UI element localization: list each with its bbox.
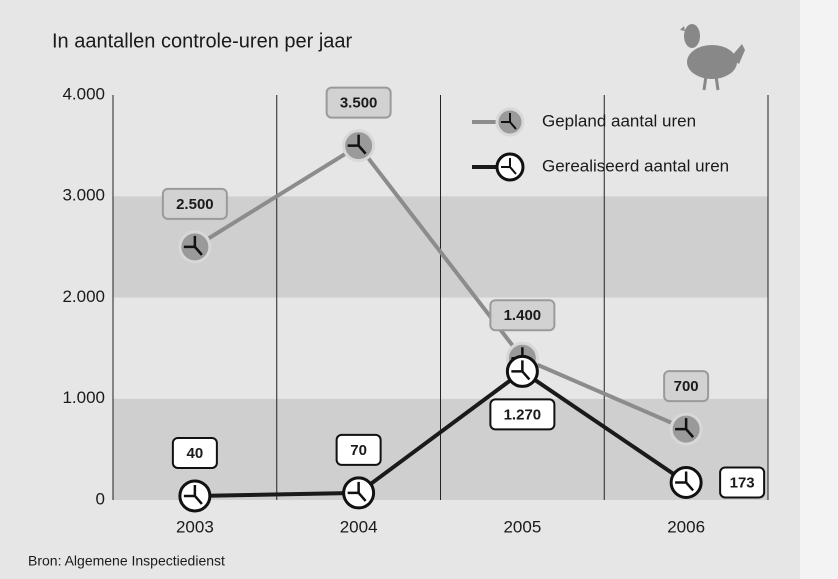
value-label: 1.400 xyxy=(504,307,542,324)
marker xyxy=(342,129,376,163)
value-label-box xyxy=(171,436,218,469)
y-tick-label: 0 xyxy=(96,489,105,508)
value-label: 40 xyxy=(187,445,204,462)
legend-hands xyxy=(501,158,517,175)
legend-label: Gerealiseerd aantal uren xyxy=(542,156,729,175)
value-label: 173 xyxy=(730,474,755,491)
clock-hands xyxy=(511,360,531,381)
value-label: 3.500 xyxy=(340,95,378,112)
clock-hands xyxy=(183,484,203,505)
value-label: 2.500 xyxy=(176,196,214,213)
legend-hands xyxy=(501,113,517,130)
marker xyxy=(342,476,376,510)
value-label-box xyxy=(325,86,392,119)
value-label-box xyxy=(489,398,556,431)
x-tick-label: 2004 xyxy=(340,517,378,536)
series-line xyxy=(194,368,688,498)
clock-hands xyxy=(347,481,367,502)
y-tick-label: 4.000 xyxy=(62,84,105,103)
value-label-box xyxy=(719,466,766,499)
marker xyxy=(669,412,703,446)
legend-label: Gepland aantal uren xyxy=(542,111,696,130)
marker xyxy=(178,230,212,264)
clock-hands xyxy=(183,235,203,256)
value-label-box xyxy=(489,299,556,332)
marker xyxy=(505,354,539,388)
y-tick-label: 1.000 xyxy=(62,388,105,407)
value-label: 70 xyxy=(350,442,367,459)
x-tick-label: 2003 xyxy=(176,517,214,536)
value-label-box xyxy=(161,187,228,220)
y-tick-label: 2.000 xyxy=(62,287,105,306)
marker xyxy=(669,465,703,499)
clock-hands xyxy=(675,418,695,438)
y-tick-label: 3.000 xyxy=(62,186,105,205)
source: Bron: Algemene Inspectiedienst xyxy=(28,553,225,569)
value-label-box xyxy=(335,433,382,466)
x-tick-label: 2005 xyxy=(503,517,541,536)
value-label: 700 xyxy=(674,378,699,395)
x-tick-label: 2006 xyxy=(667,517,705,536)
chart-title: In aantallen controle-uren per jaar xyxy=(52,30,353,52)
clock-hands xyxy=(347,134,367,155)
marker xyxy=(178,479,212,513)
chicken-icon xyxy=(680,24,745,91)
value-label: 1.270 xyxy=(504,406,542,423)
value-label-box xyxy=(663,370,710,403)
series-line xyxy=(193,142,687,431)
clock-hands xyxy=(675,471,695,492)
